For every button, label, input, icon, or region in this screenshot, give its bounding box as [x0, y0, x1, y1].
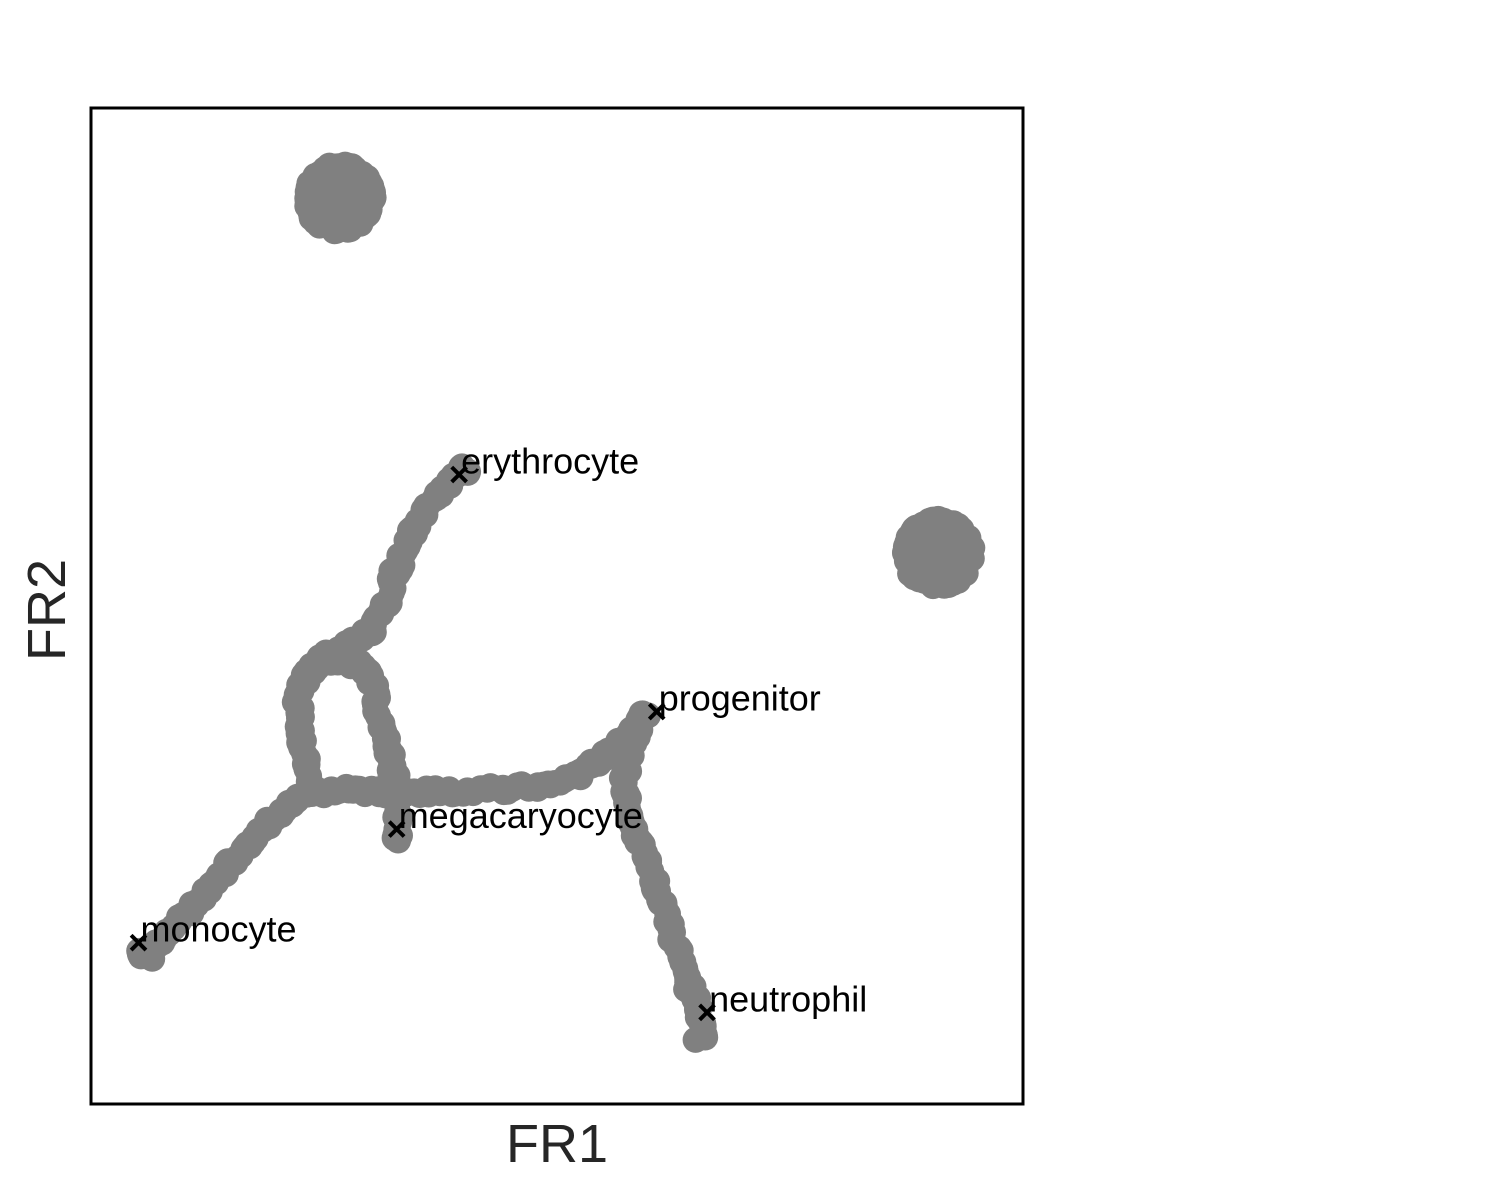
marker-stroke	[698, 1003, 716, 1022]
annotation-label-progenitor: progenitor	[659, 678, 821, 719]
trajectory-2-point	[139, 945, 166, 972]
annotation-marker	[450, 465, 468, 484]
trajectory-1-point	[682, 1026, 709, 1053]
marker-stroke	[450, 465, 468, 484]
annotation-marker	[698, 1003, 716, 1022]
annotation-label-neutrophil: neutrophil	[709, 978, 867, 1019]
plot-frame	[89, 106, 1025, 1106]
annotation-marker	[647, 702, 666, 721]
cluster-0-point	[359, 179, 386, 206]
scatter-points	[126, 151, 986, 1053]
x-axis-label: FR1	[506, 1114, 608, 1174]
annotation-label-monocyte: monocyte	[141, 909, 297, 950]
marker-stroke	[387, 820, 406, 838]
marker-stroke	[647, 702, 666, 721]
annotation-markers	[129, 465, 716, 1022]
annotation-labels: erythrocyte progenitor megacaryocyte monocy…	[141, 441, 868, 1020]
annotation-marker	[129, 933, 148, 952]
cluster-1-point	[959, 534, 986, 561]
marker-stroke	[129, 933, 148, 952]
annotation-label-megacaryocyte: megacaryocyte	[399, 795, 643, 836]
annotation-marker	[387, 820, 406, 838]
annotation-label-erythrocyte: erythrocyte	[461, 441, 639, 482]
y-axis-label: FR2	[17, 559, 77, 661]
